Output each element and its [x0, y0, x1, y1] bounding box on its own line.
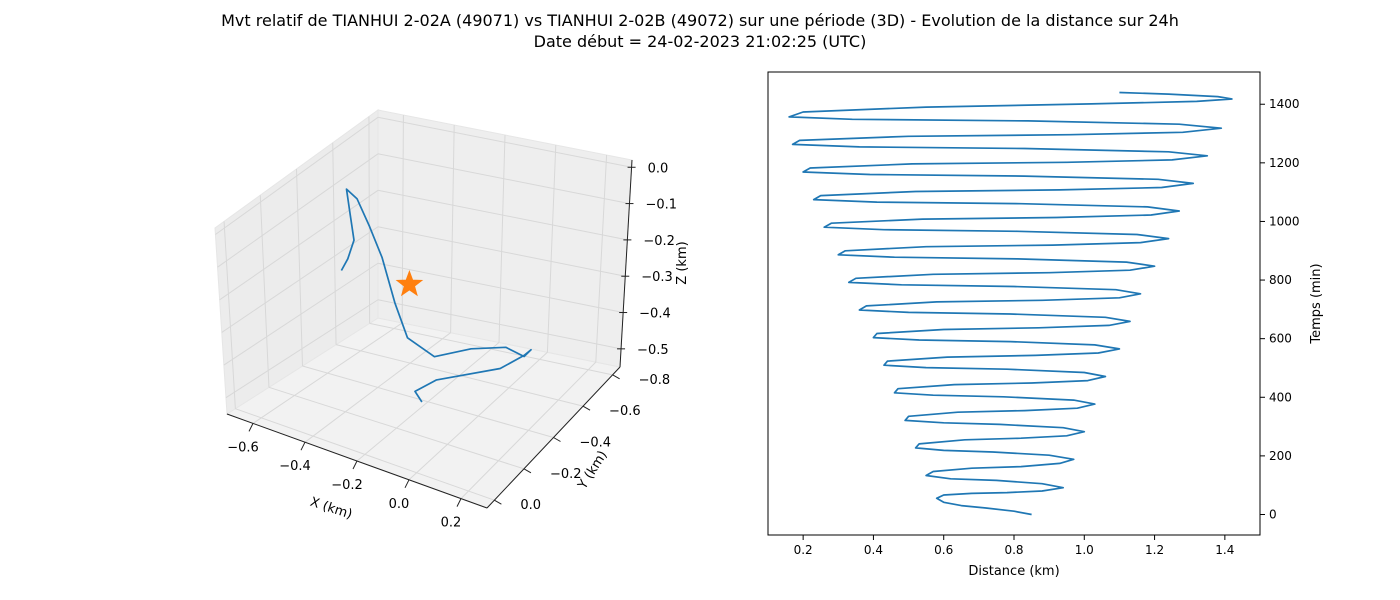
grid-line-x-back — [498, 134, 506, 343]
z-tick-label: −0.2 — [643, 234, 675, 249]
x-tick — [248, 423, 254, 432]
y-tick-label: −0.4 — [580, 436, 612, 451]
x-tick-label: 1.4 — [1215, 543, 1234, 557]
y-axis-label: Temps (min) — [1309, 263, 1324, 344]
grid-line-y-floor — [369, 322, 613, 376]
y-tick-label: 0 — [1269, 507, 1277, 521]
y-tick-label: 1000 — [1269, 214, 1300, 228]
grid-line-z-back — [377, 262, 624, 314]
x-tick-label: 0.2 — [794, 543, 813, 557]
y-tick-label: 0.0 — [520, 498, 541, 513]
grid-line-z-left — [215, 116, 379, 235]
grid-line-z-left — [219, 189, 379, 301]
x-tick-label: 1.0 — [1075, 543, 1094, 557]
figure-title-line1: Mvt relatif de TIANHUI 2-02A (49071) vs … — [221, 11, 1179, 30]
grid-line-y-floor — [268, 386, 525, 470]
x-tick-label: 0.2 — [441, 516, 462, 531]
z-tick-label: −0.1 — [645, 198, 677, 213]
y-tick — [494, 499, 502, 505]
figure-title: Mvt relatif de TIANHUI 2-02A (49071) vs … — [0, 10, 1400, 52]
chart-distance-over-time: 0.2 0.4 0.6 0.8 1.0 1.2 1.4 0 200 400 600 800 1000 12… — [767, 71, 1324, 579]
y-tick-label: 400 — [1269, 390, 1292, 404]
x-axis-label: X (km) — [308, 495, 354, 523]
grid-line-z-left — [217, 153, 379, 268]
grid-line-z-back — [377, 189, 628, 241]
grid-line-y-floor — [302, 365, 554, 438]
x-tick — [352, 460, 358, 470]
grid-line-z-back — [377, 299, 622, 350]
x-tick-label: 0.8 — [1004, 543, 1023, 557]
z-tick-label: −0.5 — [637, 343, 669, 358]
origin-star-marker — [395, 269, 424, 297]
grid-line-z-left — [223, 262, 379, 366]
grid-line-z-left — [225, 299, 379, 399]
grid-line-y-left — [296, 168, 303, 367]
z-tick-label: −0.4 — [639, 307, 671, 322]
x-tick-label: −0.4 — [279, 459, 311, 474]
z-tick-label: −0.3 — [641, 270, 673, 285]
grid-line-x-back — [450, 124, 455, 333]
grid-line-y-floor — [235, 408, 495, 501]
y-tick-label: 800 — [1269, 273, 1292, 287]
grid-line-z-back — [377, 226, 626, 277]
grid-line-z-back — [377, 116, 632, 168]
x-tick — [404, 479, 410, 489]
chart-3d-relative-motion: −0.6 −0.4 −0.2 0.0 0.2 0.0 −0.2 −0.4 −0.6 −0.8 0.0… — [214, 109, 690, 531]
y-tick — [553, 437, 561, 442]
y-tick — [523, 468, 532, 474]
y-tick-label: −0.2 — [550, 467, 582, 482]
plot-frame — [767, 71, 1261, 536]
grid-line-y-left — [259, 195, 270, 388]
distance-line — [788, 91, 1233, 516]
z-tick-label: 0.0 — [648, 161, 669, 176]
x-tick-label: 0.4 — [864, 543, 883, 557]
grid-line-y-left — [332, 142, 337, 345]
grid-line-y-left — [223, 221, 236, 409]
x-tick — [456, 498, 462, 507]
y-tick — [612, 374, 620, 380]
z-axis-line — [619, 159, 633, 368]
x-axis-label: Distance (km) — [968, 564, 1059, 579]
trajectory-line — [340, 188, 532, 403]
x-tick — [300, 441, 306, 451]
x-tick-label: −0.6 — [227, 440, 259, 455]
y-tick-label: 600 — [1269, 332, 1292, 346]
z-axis-label: Z (km) — [675, 241, 690, 284]
x-tick-label: 0.0 — [389, 497, 410, 512]
grid-line-x-back — [401, 114, 404, 323]
y-tick-label: 200 — [1269, 449, 1292, 463]
y-tick-label: 1400 — [1269, 97, 1300, 111]
grid-line-z-back — [377, 153, 630, 205]
figure-title-line2: Date début = 24-02-2023 21:02:25 (UTC) — [533, 32, 867, 51]
x-tick-label: 1.2 — [1145, 543, 1164, 557]
grid-line-y-left — [368, 116, 371, 324]
y-tick — [582, 405, 591, 411]
y-tick-label: −0.8 — [639, 373, 671, 388]
y-tick-label: 1200 — [1269, 156, 1300, 170]
grid-line-x-back — [546, 144, 557, 353]
grid-line-x-back — [595, 154, 608, 363]
y-tick-label: −0.6 — [609, 404, 641, 419]
x-tick-label: −0.2 — [331, 478, 363, 493]
x-tick-label: 0.6 — [934, 543, 953, 557]
